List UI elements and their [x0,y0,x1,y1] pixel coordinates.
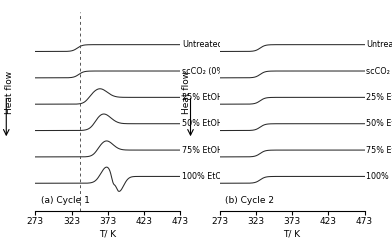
Text: scCO₂ (0% EtOH): scCO₂ (0% EtOH) [182,67,250,76]
Text: 75% EtOH: 75% EtOH [182,146,223,155]
Text: Heat flow: Heat flow [5,70,14,113]
Text: Heat flow: Heat flow [182,70,191,113]
Text: 25% EtOH: 25% EtOH [366,93,392,102]
X-axis label: T/ K: T/ K [283,229,301,238]
Text: 50% EtOH: 50% EtOH [182,119,223,128]
Text: 50% EtOH: 50% EtOH [366,119,392,128]
Text: Untreated: Untreated [182,40,222,49]
Text: 75% EtOH: 75% EtOH [366,146,392,155]
Text: 25% EtOH: 25% EtOH [182,93,223,102]
Text: (a) Cycle 1: (a) Cycle 1 [41,196,90,204]
Text: scCO₂ (0% EtOH): scCO₂ (0% EtOH) [366,67,392,76]
Text: Untreated: Untreated [366,40,392,49]
Text: 100% EtOH: 100% EtOH [182,172,227,181]
Text: (b) Cycle 2: (b) Cycle 2 [225,196,274,204]
Text: 100% EtOH: 100% EtOH [366,172,392,181]
X-axis label: T/ K: T/ K [99,229,116,238]
